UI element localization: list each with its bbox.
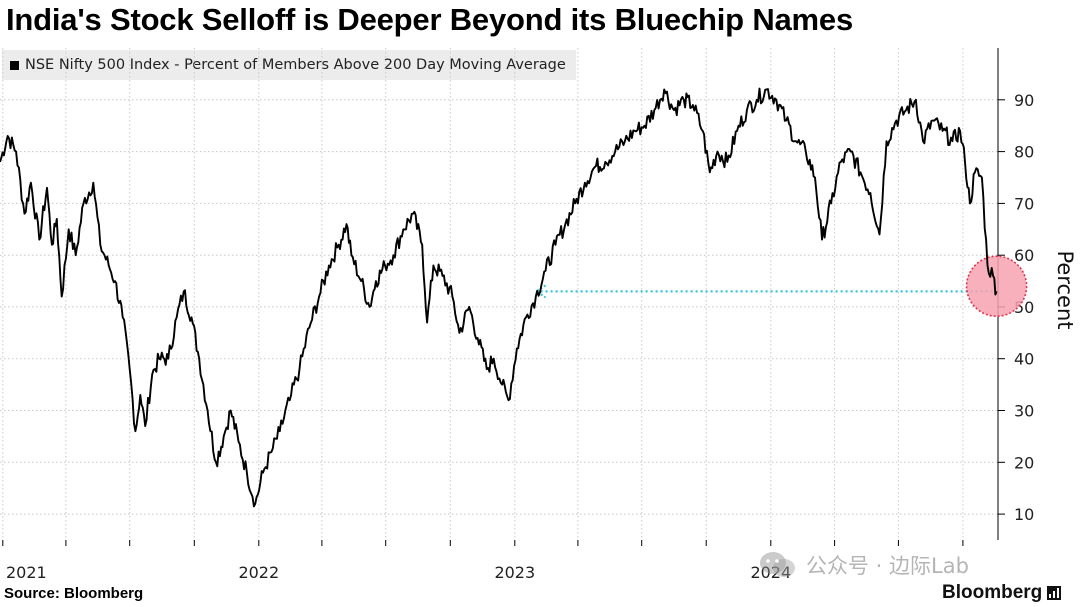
y-tick-label: 90 [1014, 91, 1034, 110]
bar-chart-icon [1047, 586, 1062, 600]
gridlines [0, 48, 998, 540]
brand-name: Bloomberg [942, 582, 1043, 603]
highlight-circle [965, 255, 1028, 318]
series [0, 87, 998, 508]
wechat-icon [760, 552, 795, 577]
y-tick-label: 20 [1014, 453, 1034, 472]
bloomberg-logo: Bloomberg [942, 582, 1062, 604]
y-tick-label: 30 [1014, 402, 1034, 421]
y-axis-label: Percent [1053, 250, 1077, 329]
source-note: Source: Bloomberg [4, 585, 144, 602]
x-tick-label: 2021 [6, 563, 47, 582]
annotations [534, 255, 1028, 318]
watermark: 公众号 · 边际Lab [758, 550, 969, 580]
legend-label: NSE Nifty 500 Index - Percent of Members… [25, 57, 566, 73]
x-tick-label: 2024 [750, 563, 791, 582]
series-line [0, 87, 998, 508]
chart-title: India's Stock Selloff is Deeper Beyond i… [6, 2, 853, 37]
y-tick-label: 60 [1014, 246, 1034, 265]
x-tick-label: 2022 [238, 563, 279, 582]
legend-swatch [10, 60, 19, 70]
y-tick-label: 40 [1014, 350, 1034, 369]
x-tick-label: 2023 [494, 563, 535, 582]
y-tick-label: 80 [1014, 143, 1034, 162]
watermark-text: 公众号 · 边际Lab [806, 554, 969, 578]
y-tick-label: 70 [1014, 194, 1034, 213]
y-tick-label: 10 [1014, 505, 1034, 524]
legend: NSE Nifty 500 Index - Percent of Members… [2, 50, 576, 80]
x-axis: 2021 2022 2023 2024 [2, 540, 964, 582]
